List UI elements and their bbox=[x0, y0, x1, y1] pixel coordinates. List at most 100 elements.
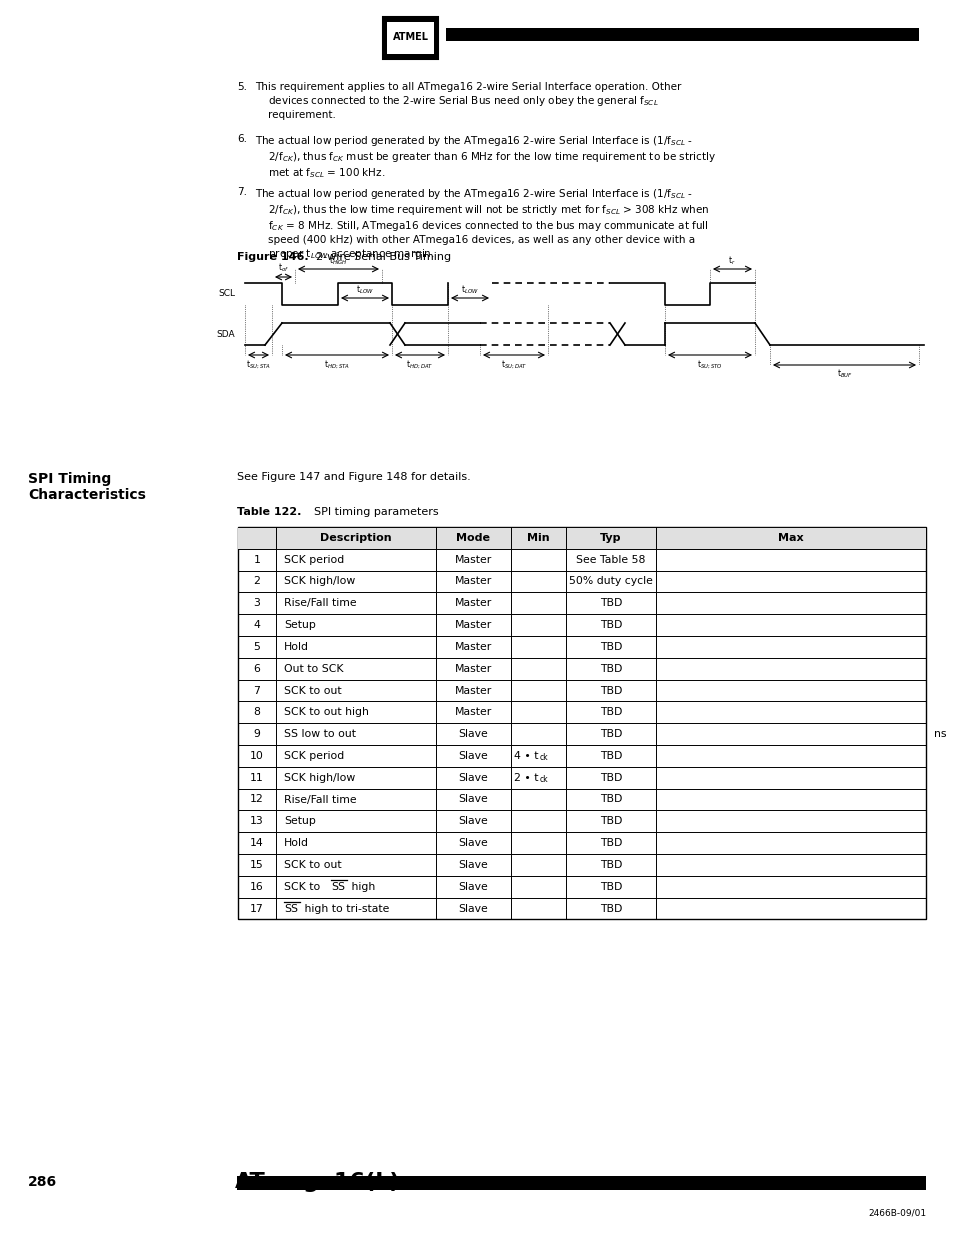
Text: TBD: TBD bbox=[599, 598, 621, 609]
Text: SCK period: SCK period bbox=[284, 555, 344, 564]
Text: TBD: TBD bbox=[599, 860, 621, 869]
Text: Setup: Setup bbox=[284, 620, 315, 630]
Bar bbox=[237, 527, 925, 919]
Text: The actual low period generated by the ATmega16 2-wire Serial Interface is (1/f$: The actual low period generated by the A… bbox=[254, 186, 709, 261]
Text: 2466B-09/01: 2466B-09/01 bbox=[867, 1208, 925, 1216]
Text: See Figure 147 and Figure 148 for details.: See Figure 147 and Figure 148 for detail… bbox=[236, 472, 470, 482]
Text: Hold: Hold bbox=[284, 839, 309, 848]
Text: Master: Master bbox=[455, 708, 492, 718]
Text: t$_{LOW}$: t$_{LOW}$ bbox=[460, 284, 478, 296]
Text: 2: 2 bbox=[253, 577, 260, 587]
Text: The actual low period generated by the ATmega16 2-wire Serial Interface is (1/f$: The actual low period generated by the A… bbox=[254, 135, 716, 180]
Text: 15: 15 bbox=[250, 860, 264, 869]
Text: SCK to out high: SCK to out high bbox=[284, 708, 369, 718]
Text: SPI timing parameters: SPI timing parameters bbox=[307, 508, 438, 517]
Text: t$_{SU;DAT}$: t$_{SU;DAT}$ bbox=[500, 359, 527, 372]
Text: high: high bbox=[348, 882, 375, 892]
Text: Min: Min bbox=[527, 532, 549, 543]
Text: SCK to out: SCK to out bbox=[284, 685, 341, 695]
Text: 6.: 6. bbox=[236, 135, 247, 144]
Text: This requirement applies to all ATmega16 2-wire Serial Interface operation. Othe: This requirement applies to all ATmega16… bbox=[254, 82, 680, 120]
Text: TBD: TBD bbox=[599, 729, 621, 739]
Text: SCK to out: SCK to out bbox=[284, 860, 341, 869]
Text: Out to SCK: Out to SCK bbox=[284, 663, 343, 674]
Text: t$_{LOW}$: t$_{LOW}$ bbox=[355, 284, 374, 296]
Bar bbox=[236, 1176, 925, 1191]
Text: Description: Description bbox=[320, 532, 392, 543]
Text: SCK high/low: SCK high/low bbox=[284, 577, 355, 587]
Text: TBD: TBD bbox=[599, 751, 621, 761]
Text: 17: 17 bbox=[250, 904, 264, 914]
Text: Typ: Typ bbox=[599, 532, 621, 543]
Text: SCK period: SCK period bbox=[284, 751, 344, 761]
Text: ck: ck bbox=[539, 753, 548, 762]
Text: SPI Timing
Characteristics: SPI Timing Characteristics bbox=[28, 472, 146, 503]
Text: SS: SS bbox=[284, 904, 297, 914]
Text: 14: 14 bbox=[250, 839, 264, 848]
Text: t$_{HIGH}$: t$_{HIGH}$ bbox=[329, 254, 348, 267]
Text: TBD: TBD bbox=[599, 794, 621, 804]
Text: Table 122.: Table 122. bbox=[236, 508, 301, 517]
Bar bbox=[445, 27, 918, 41]
Text: t$_{BUF}$: t$_{BUF}$ bbox=[836, 368, 852, 380]
Text: SCK to: SCK to bbox=[284, 882, 323, 892]
Text: See Table 58: See Table 58 bbox=[576, 555, 645, 564]
Text: 6: 6 bbox=[253, 663, 260, 674]
Text: 5: 5 bbox=[253, 642, 260, 652]
Text: TBD: TBD bbox=[599, 882, 621, 892]
Text: Master: Master bbox=[455, 555, 492, 564]
Text: 5.: 5. bbox=[236, 82, 247, 91]
Text: 4 • t: 4 • t bbox=[514, 751, 537, 761]
Text: ATmega16(L): ATmega16(L) bbox=[234, 1172, 400, 1192]
Text: Rise/Fall time: Rise/Fall time bbox=[284, 598, 356, 609]
Text: 7: 7 bbox=[253, 685, 260, 695]
Text: t$_{SU;STA}$: t$_{SU;STA}$ bbox=[246, 359, 271, 372]
Text: Master: Master bbox=[455, 577, 492, 587]
Text: 1: 1 bbox=[253, 555, 260, 564]
Text: TBD: TBD bbox=[599, 816, 621, 826]
Text: Slave: Slave bbox=[458, 904, 488, 914]
Text: 7.: 7. bbox=[236, 186, 247, 198]
Text: TBD: TBD bbox=[599, 620, 621, 630]
Text: 9: 9 bbox=[253, 729, 260, 739]
Text: Master: Master bbox=[455, 642, 492, 652]
Text: 8: 8 bbox=[253, 708, 260, 718]
Text: TBD: TBD bbox=[599, 839, 621, 848]
Text: Slave: Slave bbox=[458, 751, 488, 761]
Text: t$_{of}$: t$_{of}$ bbox=[277, 262, 289, 274]
Text: Mode: Mode bbox=[456, 532, 490, 543]
Text: 13: 13 bbox=[250, 816, 264, 826]
Text: ns: ns bbox=[933, 729, 945, 739]
Text: Master: Master bbox=[455, 685, 492, 695]
Text: Max: Max bbox=[778, 532, 803, 543]
Bar bbox=[386, 22, 434, 54]
Text: ATMEL: ATMEL bbox=[393, 32, 429, 42]
Text: SS low to out: SS low to out bbox=[284, 729, 355, 739]
Text: TBD: TBD bbox=[599, 642, 621, 652]
Bar bbox=[382, 17, 437, 59]
Text: 2-wire Serial Bus Timing: 2-wire Serial Bus Timing bbox=[309, 252, 451, 262]
Text: Slave: Slave bbox=[458, 839, 488, 848]
Text: 11: 11 bbox=[250, 773, 264, 783]
Text: t$_r$: t$_r$ bbox=[727, 254, 735, 267]
Text: Hold: Hold bbox=[284, 642, 309, 652]
Text: Slave: Slave bbox=[458, 729, 488, 739]
Text: TBD: TBD bbox=[599, 773, 621, 783]
Text: SCL: SCL bbox=[218, 289, 234, 299]
Text: TBD: TBD bbox=[599, 685, 621, 695]
Text: 12: 12 bbox=[250, 794, 264, 804]
Text: 10: 10 bbox=[250, 751, 264, 761]
Bar bbox=[237, 527, 925, 548]
Text: TBD: TBD bbox=[599, 663, 621, 674]
Text: 50% duty cycle: 50% duty cycle bbox=[569, 577, 652, 587]
Text: SS: SS bbox=[331, 882, 345, 892]
Text: SCK high/low: SCK high/low bbox=[284, 773, 355, 783]
Text: Setup: Setup bbox=[284, 816, 315, 826]
Text: Slave: Slave bbox=[458, 860, 488, 869]
Text: TBD: TBD bbox=[599, 904, 621, 914]
Text: Slave: Slave bbox=[458, 794, 488, 804]
Text: Master: Master bbox=[455, 598, 492, 609]
Text: Master: Master bbox=[455, 620, 492, 630]
Text: high to tri-state: high to tri-state bbox=[301, 904, 389, 914]
Text: Slave: Slave bbox=[458, 773, 488, 783]
